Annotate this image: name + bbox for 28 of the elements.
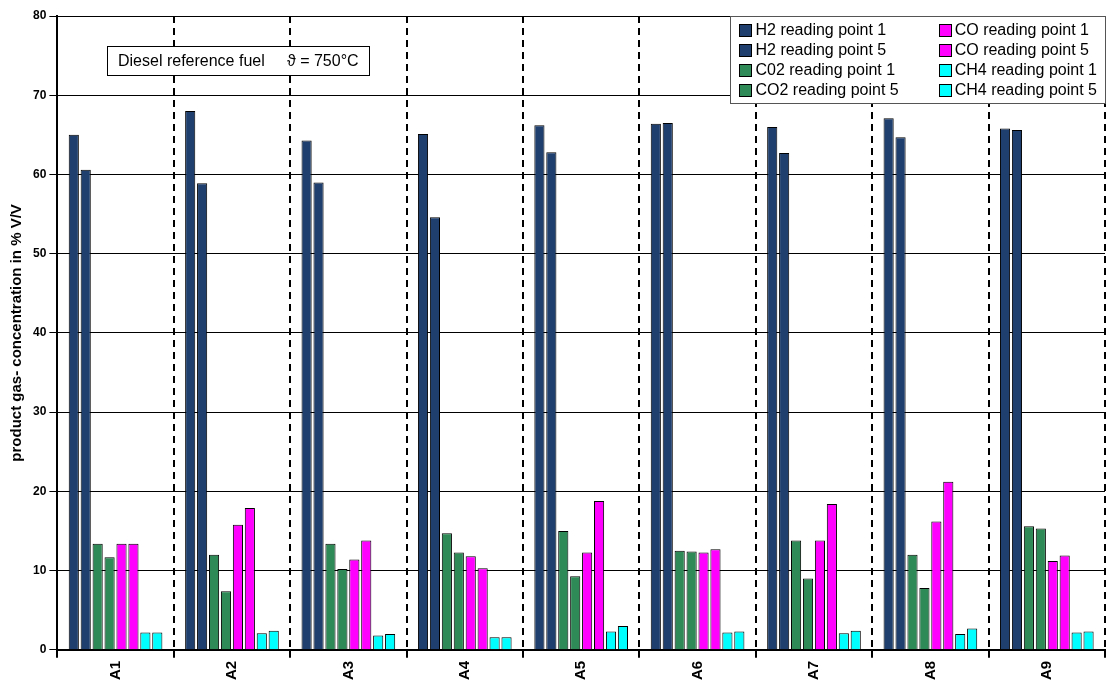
- x-tick-label: A6: [687, 660, 705, 681]
- annotation: Diesel reference fuel ϑ = 750°C: [107, 46, 370, 76]
- x-tick-label: A5: [571, 660, 589, 681]
- y-tick-label: 70: [32, 87, 47, 102]
- x-tick-label: A1: [105, 660, 123, 681]
- y-tick-label: 50: [32, 246, 47, 260]
- y-tick-label: 0: [39, 642, 47, 657]
- x-tick-label: A3: [338, 660, 356, 681]
- y-tick-label: 10: [32, 562, 47, 577]
- legend-label: CH4 reading point 1: [954, 60, 1097, 80]
- legend-label: CO reading point 5: [954, 40, 1089, 60]
- x-tick-label: A7: [804, 660, 822, 681]
- x-tick-label: A2: [222, 660, 240, 681]
- legend-label: CH4 reading point 5: [954, 80, 1097, 100]
- legend-label: CO2 reading point 5: [755, 80, 899, 100]
- y-tick-label: 60: [32, 166, 47, 181]
- x-tick-label: A4: [454, 660, 472, 681]
- legend-label: C02 reading point 1: [755, 60, 896, 80]
- x-tick-label: A8: [920, 660, 938, 681]
- x-tick-label: A9: [1036, 660, 1054, 681]
- y-axis-title: product gas- concentration in % V/V: [7, 204, 25, 462]
- legend-label: H2 reading point 1: [755, 20, 887, 40]
- y-tick-label: 80: [32, 8, 47, 23]
- legend-label: CO reading point 1: [954, 20, 1089, 40]
- y-tick-label: 40: [32, 325, 47, 340]
- y-tick-label: 20: [32, 483, 47, 498]
- y-tick-label: 30: [32, 404, 47, 419]
- legend-label: H2 reading point 5: [755, 40, 887, 60]
